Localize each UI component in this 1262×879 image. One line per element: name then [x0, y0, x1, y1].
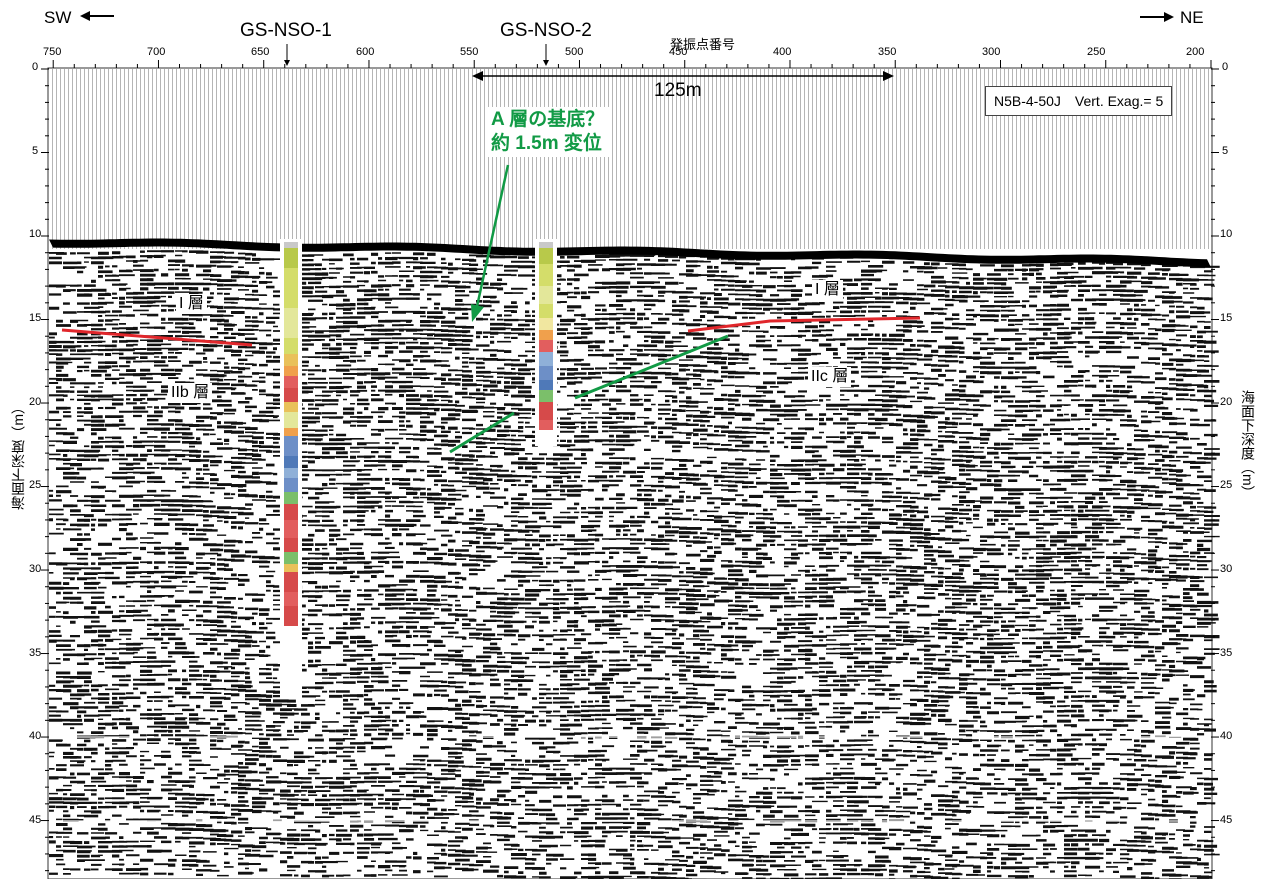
y-tick-label-right: 40: [1220, 730, 1233, 742]
x-tick-label: 200: [1186, 46, 1205, 58]
x-tick-label: 500: [565, 46, 584, 58]
y-tick-label-left: 45: [29, 814, 42, 826]
layer-label-i-right: I 層: [812, 280, 843, 300]
scale-bar: [472, 71, 894, 81]
direction-right-label: NE: [1180, 8, 1204, 27]
y-tick-label-right: 0: [1222, 61, 1229, 73]
x-tick-label: 250: [1087, 46, 1106, 58]
x-tick-label: 700: [147, 46, 166, 58]
annotation-box: A 層の基底？ 約 1.5m 変位: [486, 107, 610, 157]
direction-left-label: SW: [44, 8, 72, 27]
seismic-reflections: [49, 250, 1220, 879]
y-tick-label-right: 5: [1222, 145, 1229, 157]
x-tick-label: 550: [460, 46, 479, 58]
x-tick-label: 600: [356, 46, 375, 58]
annotation-arrow: [471, 164, 510, 322]
y-axis-title-left: 海面下深度（m）: [10, 400, 26, 510]
y-tick-label-right: 20: [1220, 396, 1233, 408]
x-tick-label: 750: [43, 46, 62, 58]
scale-bar-label: 125m: [654, 80, 702, 101]
borehole-log-gs-nso-2: [535, 239, 557, 446]
y-axis-title-right: 海面下深度（m）: [1240, 390, 1256, 500]
y-tick-label-left: 30: [29, 563, 42, 575]
x-tick-label: 350: [878, 46, 897, 58]
info-box: N5B-4-50J Vert. Exag.= 5: [985, 86, 1173, 116]
x-axis-title: 発振点番号: [670, 37, 736, 52]
y-tick-label-right: 15: [1220, 312, 1233, 324]
y-tick-label-left: 40: [29, 730, 42, 742]
y-tick-label-left: 35: [29, 647, 42, 659]
y-tick-label-right: 25: [1220, 479, 1233, 491]
x-tick-label: 650: [251, 46, 270, 58]
y-tick-label-right: 45: [1220, 814, 1233, 826]
x-tick-label: 400: [773, 46, 792, 58]
layer-label-iic: IIc 層: [808, 367, 852, 387]
annotation-line-2: 約 1.5m 変位: [491, 133, 602, 154]
annotation-line-1: A 層の基底？: [491, 109, 605, 130]
y-tick-label-left: 20: [29, 396, 42, 408]
x-tick-label: 450: [669, 46, 688, 58]
y-tick-label-left: 15: [29, 312, 42, 324]
ne-arrow: [1140, 12, 1174, 22]
sw-arrow: [80, 11, 114, 21]
top-axis-ticks: [52, 60, 1212, 68]
borehole-logs: [280, 239, 557, 698]
well-markers: [284, 44, 549, 66]
borehole-log-gs-nso-1: [280, 239, 302, 698]
fault-line-green-b: [574, 334, 729, 400]
y-tick-label-right: 10: [1220, 228, 1233, 240]
well-label-gs-nso-2: GS-NSO-2: [500, 20, 592, 41]
y-tick-label-right: 35: [1220, 647, 1233, 659]
side-axis-ticks: [41, 68, 1219, 872]
layer-label-i-left: I 層: [176, 294, 207, 314]
y-tick-label-left: 0: [32, 61, 39, 73]
boundary-red-left: [61, 328, 253, 347]
boundary-red-right: [687, 316, 921, 333]
well-label-gs-nso-1: GS-NSO-1: [240, 20, 332, 41]
fault-line-green-a: [449, 411, 515, 454]
y-tick-label-left: 5: [32, 145, 39, 157]
y-tick-label-left: 10: [29, 228, 42, 240]
layer-label-iib: IIb 層: [168, 383, 213, 403]
x-tick-label: 300: [982, 46, 1001, 58]
y-tick-label-left: 25: [29, 479, 42, 491]
seabed-reflector: [49, 238, 1211, 268]
y-tick-label-right: 30: [1220, 563, 1233, 575]
